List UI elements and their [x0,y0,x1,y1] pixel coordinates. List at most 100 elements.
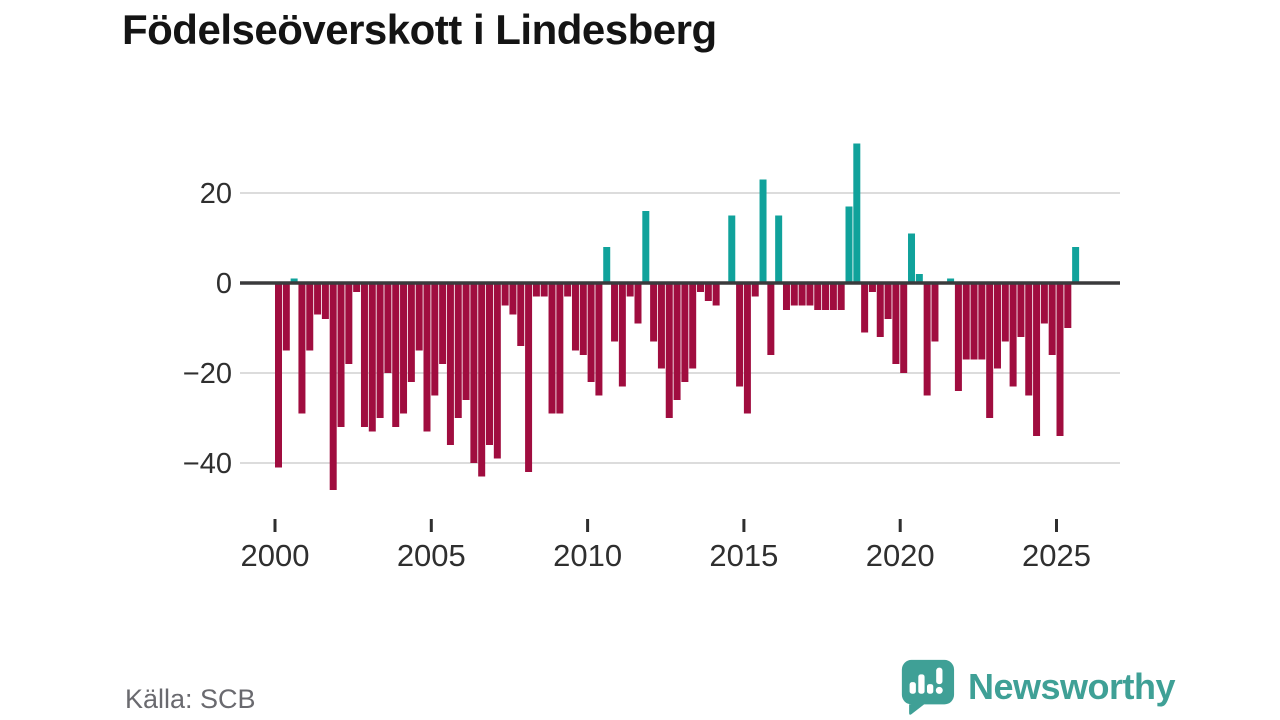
bar-negative [861,283,869,333]
bar-negative [743,283,751,414]
bar-negative [1064,283,1072,328]
bar-positive [759,179,767,283]
bar-negative [579,283,587,355]
bar-positive [845,206,853,283]
bar-negative [415,283,423,351]
bar-negative [626,283,634,297]
bar-negative [884,283,892,319]
newsworthy-logo-icon [901,659,955,715]
logo-bar-small [909,682,916,694]
bar-positive [728,215,736,283]
bar-negative [462,283,470,400]
bar-negative [1040,283,1048,324]
bar-positive [853,143,861,283]
bar-positive [603,247,611,283]
bar-negative [736,283,744,387]
bar-positive [775,215,783,283]
bar-negative [532,283,540,297]
bar-positive [915,274,923,283]
logo-bar-tall [918,674,925,694]
y-tick-label: 0 [216,268,232,300]
bar-negative [767,283,775,355]
bar-negative [712,283,720,306]
bar-negative [501,283,509,306]
x-tick-label: 2015 [709,538,778,573]
bar-positive [947,278,955,283]
bar-negative [665,283,673,418]
bar-negative [345,283,353,364]
y-tick-label: −20 [183,358,232,390]
bar-positive [642,211,650,283]
logo-exclamation-stem [936,667,943,685]
bar-negative [486,283,493,445]
bar-negative [782,283,790,310]
bar-negative [993,283,1001,369]
bar-negative [595,283,603,396]
bar-negative [314,283,322,315]
bar-negative [571,283,579,351]
bar-negative [650,283,658,342]
bar-negative [525,283,533,472]
bar-negative [931,283,939,342]
bar-negative [548,283,556,414]
logo-exclamation-dot [935,686,943,694]
bar-negative [681,283,689,382]
x-tick-label: 2020 [866,538,935,573]
bar-negative [657,283,665,369]
bar-negative [517,283,525,346]
bar-negative [978,283,986,360]
bar-negative [798,283,806,306]
chart-title: Födelseöverskott i Lindesberg [122,6,717,53]
bar-negative [587,283,595,382]
bar-negative [1033,283,1041,436]
bar-negative [564,283,572,297]
x-tick-label: 2010 [553,538,622,573]
bar-negative [337,283,345,427]
source-note: Källa: SCB [125,684,256,714]
bar-negative [837,283,845,310]
bar-negative [493,283,501,459]
bar-negative [970,283,978,360]
bar-negative [400,283,408,414]
bar-negative [814,283,822,310]
bar-negative [697,283,705,292]
bar-negative [704,283,712,301]
bar-negative [509,283,517,315]
bar-negative [556,283,564,414]
brand-name: Newsworthy [968,666,1176,707]
bar-positive [1072,247,1080,283]
bar-negative [306,283,314,351]
bar-negative [431,283,439,396]
bar-negative [954,283,962,391]
bar-negative [1025,283,1033,396]
bar-negative [1017,283,1025,337]
bar-negative [751,283,759,297]
bar-positive [908,233,916,283]
logo-bar-medium [927,684,934,694]
bar-negative [618,283,626,387]
bar-positive [290,278,298,283]
bar-negative [611,283,619,342]
bar-negative [353,283,361,292]
bar-negative [1056,283,1064,436]
x-tick-label: 2005 [397,538,466,573]
bar-negative [923,283,931,396]
birth-surplus-bar-chart: 20 0 −20 −40 2000 2005 2010 2015 2020 2025 [183,143,1120,573]
bar-negative [540,283,548,297]
bar-negative [868,283,876,292]
bar-negative [986,283,994,418]
x-tick-label: 2000 [241,538,310,573]
bar-negative [446,283,454,445]
bar-negative [321,283,329,319]
bar-negative [407,283,415,382]
bar-negative [439,283,447,364]
bar-negative [634,283,642,324]
bar-negative [329,283,337,490]
y-tick-label: 20 [200,178,232,210]
bar-negative [829,283,837,310]
bar-negative [298,283,306,414]
bar-negative [806,283,814,306]
bar-negative [689,283,697,369]
y-tick-label: −40 [183,448,232,480]
